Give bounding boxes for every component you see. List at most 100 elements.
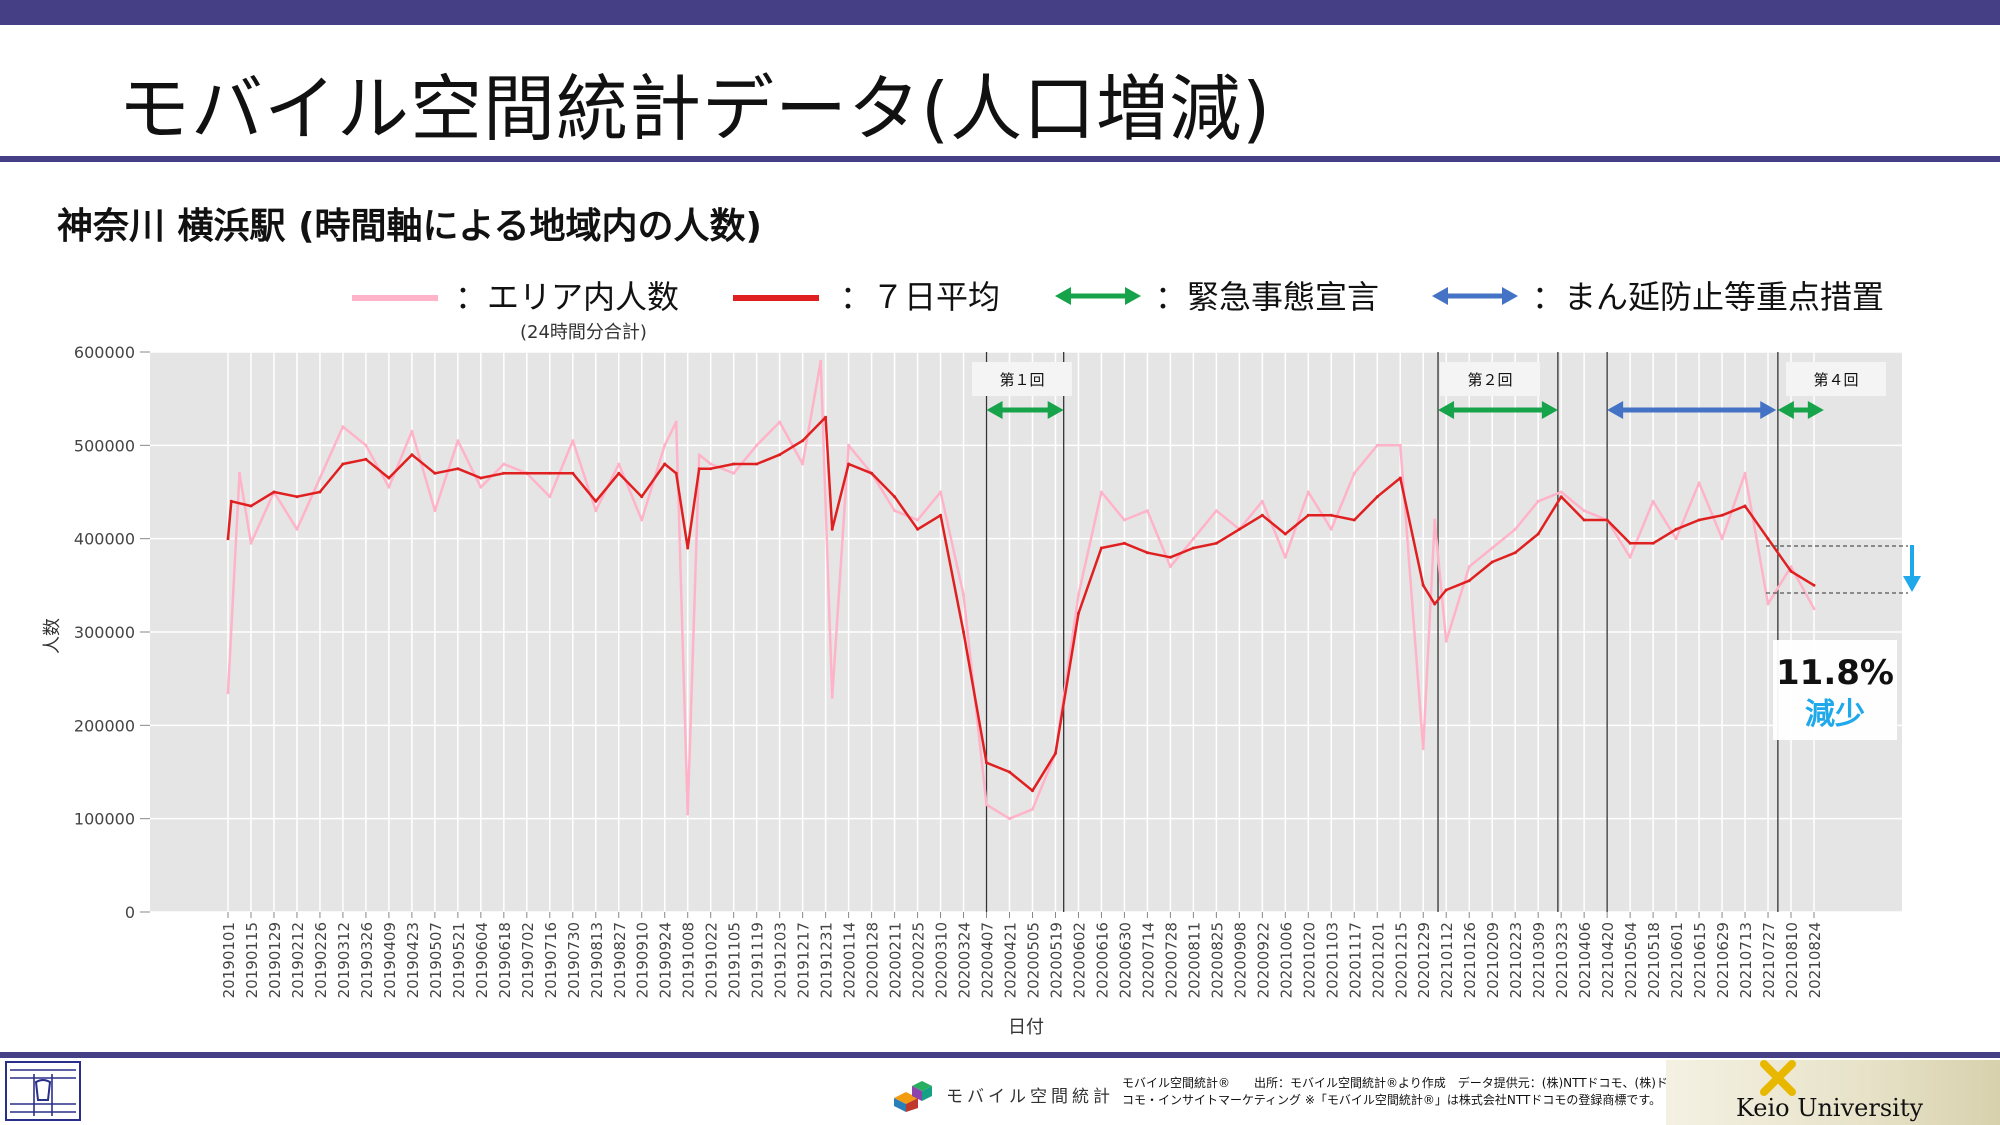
x-tick-label: 20201103 xyxy=(1323,922,1341,998)
area-count-line-point xyxy=(456,439,460,443)
seven-day-avg-line-point xyxy=(847,462,851,466)
x-tick-label: 20200630 xyxy=(1116,922,1134,998)
seven-day-avg-line-point xyxy=(686,546,690,550)
area-count-line-point xyxy=(819,359,823,363)
x-tick-label: 20200128 xyxy=(864,922,882,998)
area-count-line-point xyxy=(1651,499,1655,503)
area-count-line-point xyxy=(318,476,322,480)
seven-day-avg-line-point xyxy=(985,761,988,765)
seven-day-avg-line-point xyxy=(295,495,299,499)
area-count-line-point xyxy=(1697,481,1701,485)
area-count-line-point xyxy=(916,518,920,522)
area-count-line-point xyxy=(1191,537,1195,541)
seven-day-avg-line-point xyxy=(663,462,667,466)
seven-day-avg-line-point xyxy=(674,471,678,475)
x-tick-label: 20200310 xyxy=(933,922,951,998)
seven-day-avg-line-point xyxy=(272,490,276,494)
x-tick-label: 20201006 xyxy=(1277,922,1295,998)
legend-label-emergency: ：緊急事態宣言 xyxy=(1155,278,1380,316)
seven-day-avg-line-point xyxy=(226,537,230,541)
area-count-line-point xyxy=(1214,509,1218,513)
area-count-line-point xyxy=(226,691,230,695)
x-tick-label: 20200421 xyxy=(1002,922,1020,998)
x-tick-label: 20191203 xyxy=(772,922,790,998)
x-tick-label: 20200728 xyxy=(1162,922,1180,998)
x-tick-label: 20200825 xyxy=(1208,922,1226,998)
footer-source-text: モバイル空間統計® 出所：モバイル空間統計®より作成 データ提供元：(株)NTT… xyxy=(1122,1075,1668,1109)
seven-day-avg-line-point xyxy=(939,513,943,517)
x-tick-label: 20200616 xyxy=(1093,922,1111,998)
area-count-line-point xyxy=(686,812,690,816)
area-count-line-point xyxy=(939,490,943,494)
area-count-line-point xyxy=(755,443,759,447)
x-tick-label: 20200922 xyxy=(1254,922,1272,998)
y-tick-label: 100000 xyxy=(74,810,135,829)
x-tick-label: 20201117 xyxy=(1346,922,1364,998)
area-count-line-point xyxy=(1490,546,1494,550)
seven-day-avg-line-point xyxy=(229,499,233,503)
x-tick-label: 20190813 xyxy=(588,922,606,998)
x-tick-label: 20200811 xyxy=(1185,922,1203,998)
seven-day-avg-line-point xyxy=(778,453,782,457)
decrease-arrow-icon xyxy=(1903,576,1921,592)
area-count-line-point xyxy=(249,541,253,545)
seven-day-avg-line-point xyxy=(1329,513,1333,517)
seven-day-avg-line-point xyxy=(640,495,644,499)
area-count-line-point xyxy=(778,420,782,424)
y-tick-label: 300000 xyxy=(74,623,135,642)
round-label-box-1 xyxy=(972,362,1072,396)
y-tick-label: 600000 xyxy=(74,343,135,362)
x-tick-label: 20200225 xyxy=(910,922,928,998)
legend-note-area: (24時間分合計) xyxy=(520,322,647,343)
mobile-spatial-statistics-logo: モバイル空間統計 xyxy=(890,1072,1120,1112)
area-count-line-point xyxy=(1513,527,1517,531)
priority-period-arrow-head-right xyxy=(1760,401,1777,419)
seven-day-avg-line-point xyxy=(755,462,759,466)
emergency-period-arrow xyxy=(986,401,1064,419)
seven-day-avg-line-point xyxy=(433,471,437,475)
keio-university-logo: Keio University xyxy=(1666,1060,2000,1125)
x-tick-label: 20210713 xyxy=(1737,922,1755,998)
x-tick-label: 20200519 xyxy=(1047,922,1065,998)
seven-day-avg-line-point xyxy=(1054,751,1057,755)
area-count-line-point xyxy=(893,509,897,513)
area-count-line-point xyxy=(295,527,299,531)
x-tick-label: 20210824 xyxy=(1806,922,1824,998)
institution-logo xyxy=(5,1061,81,1121)
seven-day-avg-line-point xyxy=(1077,611,1080,615)
y-tick-label: 500000 xyxy=(74,436,135,455)
seven-day-avg-line-point xyxy=(548,471,552,475)
x-tick-label: 20200505 xyxy=(1024,922,1042,998)
seven-day-avg-line-point xyxy=(1720,513,1724,517)
x-tick-label: 20210406 xyxy=(1576,922,1594,998)
seven-day-avg-line-point xyxy=(1444,588,1448,592)
area-count-line-point xyxy=(1008,817,1011,821)
population-line-chart: 0 100000 200000 300000 400000 500000 600000 20… xyxy=(42,343,1921,1038)
seven-day-avg-line-point xyxy=(341,462,345,466)
top-accent-bar xyxy=(0,0,2000,25)
x-tick-label: 20210518 xyxy=(1645,922,1663,998)
seven-day-avg-line-point xyxy=(1214,541,1218,545)
area-count-line-point xyxy=(674,420,678,424)
seven-day-avg-line-point xyxy=(1008,770,1011,774)
seven-day-avg-line-point xyxy=(801,439,805,443)
area-count-line-point xyxy=(502,462,506,466)
x-tick-label: 20190618 xyxy=(496,922,514,998)
area-count-line-point xyxy=(1674,537,1678,541)
seven-day-avg-line-point xyxy=(1260,513,1264,517)
area-count-line-point xyxy=(830,695,834,699)
priority-period-arrow xyxy=(1607,401,1777,419)
y-tick-label: 200000 xyxy=(74,716,135,735)
area-count-line-point xyxy=(479,485,483,489)
seven-day-avg-line-point xyxy=(571,471,575,475)
x-tick-label: 20200602 xyxy=(1070,922,1088,998)
seven-day-avg-line-point xyxy=(824,415,828,419)
x-tick-label: 20210504 xyxy=(1622,922,1640,998)
x-tick-label: 20190226 xyxy=(312,922,330,998)
seven-day-avg-line-point xyxy=(1306,513,1310,517)
area-count-line-point xyxy=(709,462,713,466)
x-tick-label: 20190730 xyxy=(565,922,583,998)
seven-day-avg-line-point xyxy=(1628,541,1632,545)
legend-label-priority: ：まん延防止等重点措置 xyxy=(1532,278,1885,316)
emergency-period-arrow-head-left xyxy=(1438,401,1455,419)
